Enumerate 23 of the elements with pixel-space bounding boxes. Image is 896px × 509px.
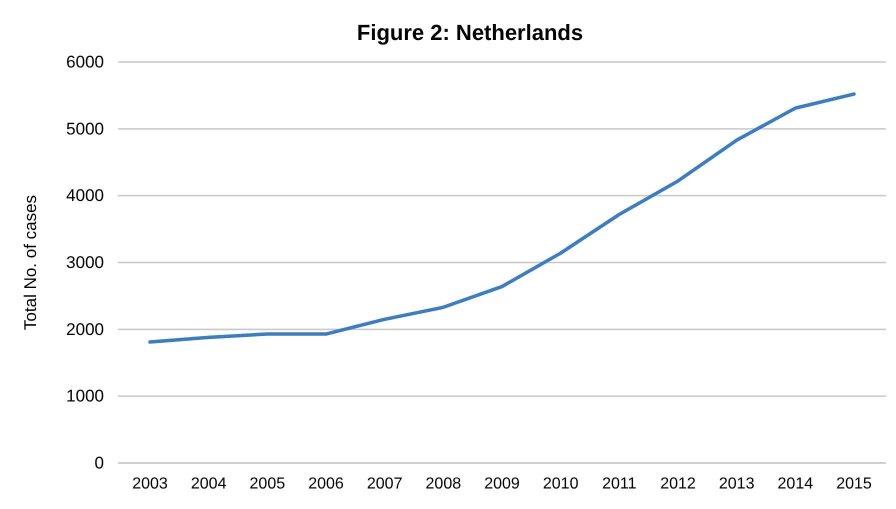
x-tick-label: 2013: [718, 475, 755, 492]
x-tick-label: 2004: [190, 475, 227, 492]
x-tick-label: 2009: [484, 475, 520, 492]
x-tick-label: 2006: [308, 475, 344, 492]
y-tick-label: 3000: [66, 252, 104, 272]
line-series: [148, 92, 856, 344]
y-tick-label: 1000: [66, 386, 104, 406]
x-tick-label: 2011: [602, 475, 637, 492]
chart-title: Figure 2: Netherlands: [356, 20, 584, 45]
x-tick-label: 2015: [836, 475, 872, 492]
y-tick-label: 2000: [66, 320, 104, 339]
y-axis-title: Total No. of cases: [21, 194, 40, 330]
y-tick-label: 4000: [66, 186, 104, 206]
y-tick-label: 5000: [66, 119, 104, 138]
x-tick-label: 2005: [250, 475, 286, 492]
x-tick-label: 2014: [778, 475, 814, 492]
x-tick-label: 2008: [426, 475, 462, 492]
x-tick-label: 2012: [660, 475, 696, 492]
x-tick-label: 2010: [542, 475, 579, 492]
y-tick-label: 6000: [66, 52, 104, 72]
x-tick-label: 2003: [132, 475, 168, 492]
x-tick-label: 2007: [366, 475, 403, 492]
y-tick-label: 0: [94, 453, 104, 472]
